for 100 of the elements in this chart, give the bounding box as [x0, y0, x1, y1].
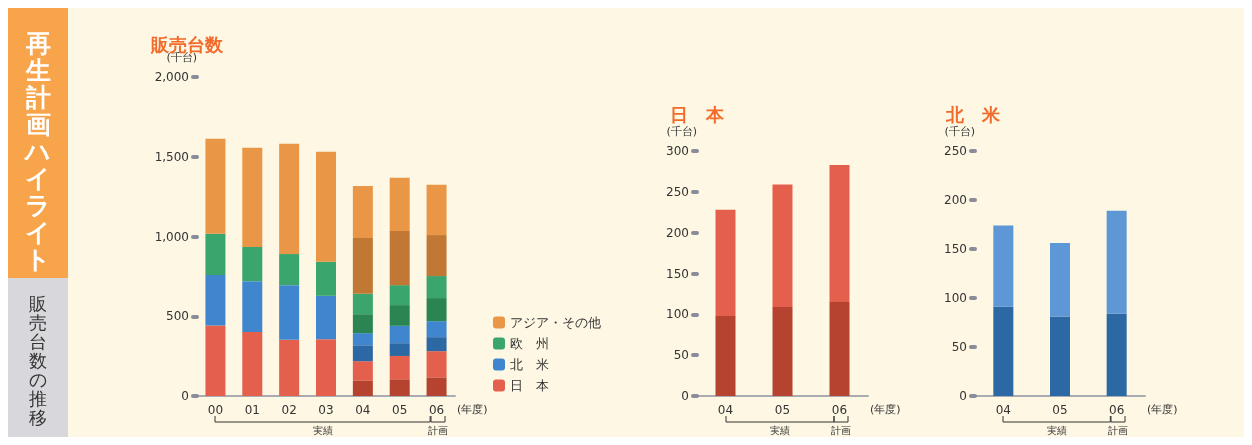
bar	[205, 325, 226, 396]
y-tick-label: 200	[666, 225, 689, 240]
x-axis-title: (年度)	[1147, 403, 1178, 416]
y-tick-label: 500	[166, 309, 189, 324]
bar	[426, 298, 447, 322]
x-tick-label: 00	[207, 403, 224, 417]
bar	[205, 275, 226, 326]
bar	[242, 331, 263, 396]
bar	[715, 315, 736, 396]
bar	[426, 235, 447, 277]
bar	[1106, 313, 1127, 396]
bar	[389, 177, 410, 231]
bar	[1106, 210, 1127, 314]
bar	[279, 143, 300, 255]
chart-title: 再生計画ハイライト	[25, 29, 51, 274]
x-tick-label: 04	[355, 403, 371, 417]
y-tick-label: 100	[944, 291, 967, 305]
bar	[389, 285, 410, 306]
x-tick-label: 05	[1052, 403, 1068, 417]
y-tick-label: 150	[666, 266, 689, 281]
y-tick-label: 50	[673, 348, 689, 363]
chart-title: 日 本	[670, 103, 725, 125]
text: 実績	[312, 424, 334, 438]
x-tick-label: 01	[244, 403, 260, 417]
chart-title: 北 米	[945, 103, 1001, 125]
bar	[772, 306, 793, 396]
text: 計画	[426, 424, 449, 438]
bar	[426, 351, 447, 378]
y-tick-label: 0	[681, 389, 689, 403]
bar	[389, 325, 410, 344]
text: 実績	[1046, 424, 1068, 438]
x-tick-label: 06	[428, 403, 445, 417]
text: 販売台数の推移	[28, 293, 48, 428]
y-tick-label: 250	[666, 184, 689, 199]
bar	[352, 185, 373, 238]
bar	[772, 184, 793, 307]
legend-label: 欧 州	[510, 336, 549, 351]
bar	[426, 184, 447, 236]
bar	[352, 314, 373, 334]
bar	[715, 209, 736, 316]
x-tick-label: 04	[995, 403, 1011, 417]
bar	[242, 147, 263, 248]
y-tick-label: 50	[951, 340, 967, 354]
bar	[829, 164, 850, 303]
bar	[316, 295, 336, 340]
bar	[389, 355, 410, 380]
bar	[389, 305, 410, 326]
y-axis-title: (千台)	[944, 125, 975, 138]
x-tick-label: 04	[717, 403, 734, 417]
x-axis-title: (年度)	[870, 403, 901, 416]
x-tick-label: 05	[774, 403, 791, 417]
bar	[1050, 316, 1070, 396]
x-tick-label: 06	[831, 403, 848, 417]
bar	[242, 281, 263, 332]
bar	[389, 343, 410, 356]
bar	[316, 261, 336, 296]
legend-label: 北 米	[510, 357, 549, 372]
bar	[352, 345, 373, 362]
bar	[829, 302, 850, 396]
legend-label: アジア・その他	[510, 315, 601, 330]
bar	[426, 377, 447, 396]
y-tick-label: 1,500	[154, 149, 189, 164]
bar	[316, 151, 336, 262]
y-tick-label: 0	[181, 389, 189, 403]
x-tick-label: 03	[318, 403, 334, 417]
bar	[352, 333, 373, 346]
y-tick-label: 150	[944, 242, 967, 256]
x-tick-label: 02	[281, 403, 297, 417]
bar	[352, 293, 373, 315]
y-tick-label: 2,000	[154, 70, 189, 84]
bar	[993, 225, 1014, 307]
y-tick-label: 1,000	[154, 229, 189, 244]
bar	[993, 306, 1014, 396]
y-axis-title: (千台)	[666, 125, 697, 138]
bar	[389, 230, 410, 286]
bar	[389, 379, 410, 396]
bar	[205, 138, 226, 234]
bar	[279, 285, 300, 340]
bar	[279, 254, 300, 286]
bar	[316, 339, 336, 396]
legend-label: 日 本	[510, 378, 549, 393]
y-tick-label: 200	[944, 193, 967, 207]
bar	[279, 339, 300, 396]
text: 実績	[768, 424, 791, 438]
bar	[426, 321, 447, 338]
y-tick-label: 100	[666, 307, 689, 322]
text: 計画	[1106, 424, 1129, 438]
y-tick-label: 300	[666, 144, 689, 158]
bar	[352, 361, 373, 381]
x-tick-label: 06	[1109, 403, 1125, 417]
bar	[242, 247, 263, 282]
y-tick-label: 0	[959, 389, 967, 403]
y-tick-label: 250	[944, 144, 967, 158]
bar	[352, 237, 373, 294]
text: 計画	[829, 424, 852, 438]
bar	[205, 233, 226, 276]
x-tick-label: 05	[392, 403, 408, 417]
bar	[426, 276, 447, 299]
x-axis-title: (年度)	[457, 403, 488, 416]
bar	[426, 337, 447, 352]
